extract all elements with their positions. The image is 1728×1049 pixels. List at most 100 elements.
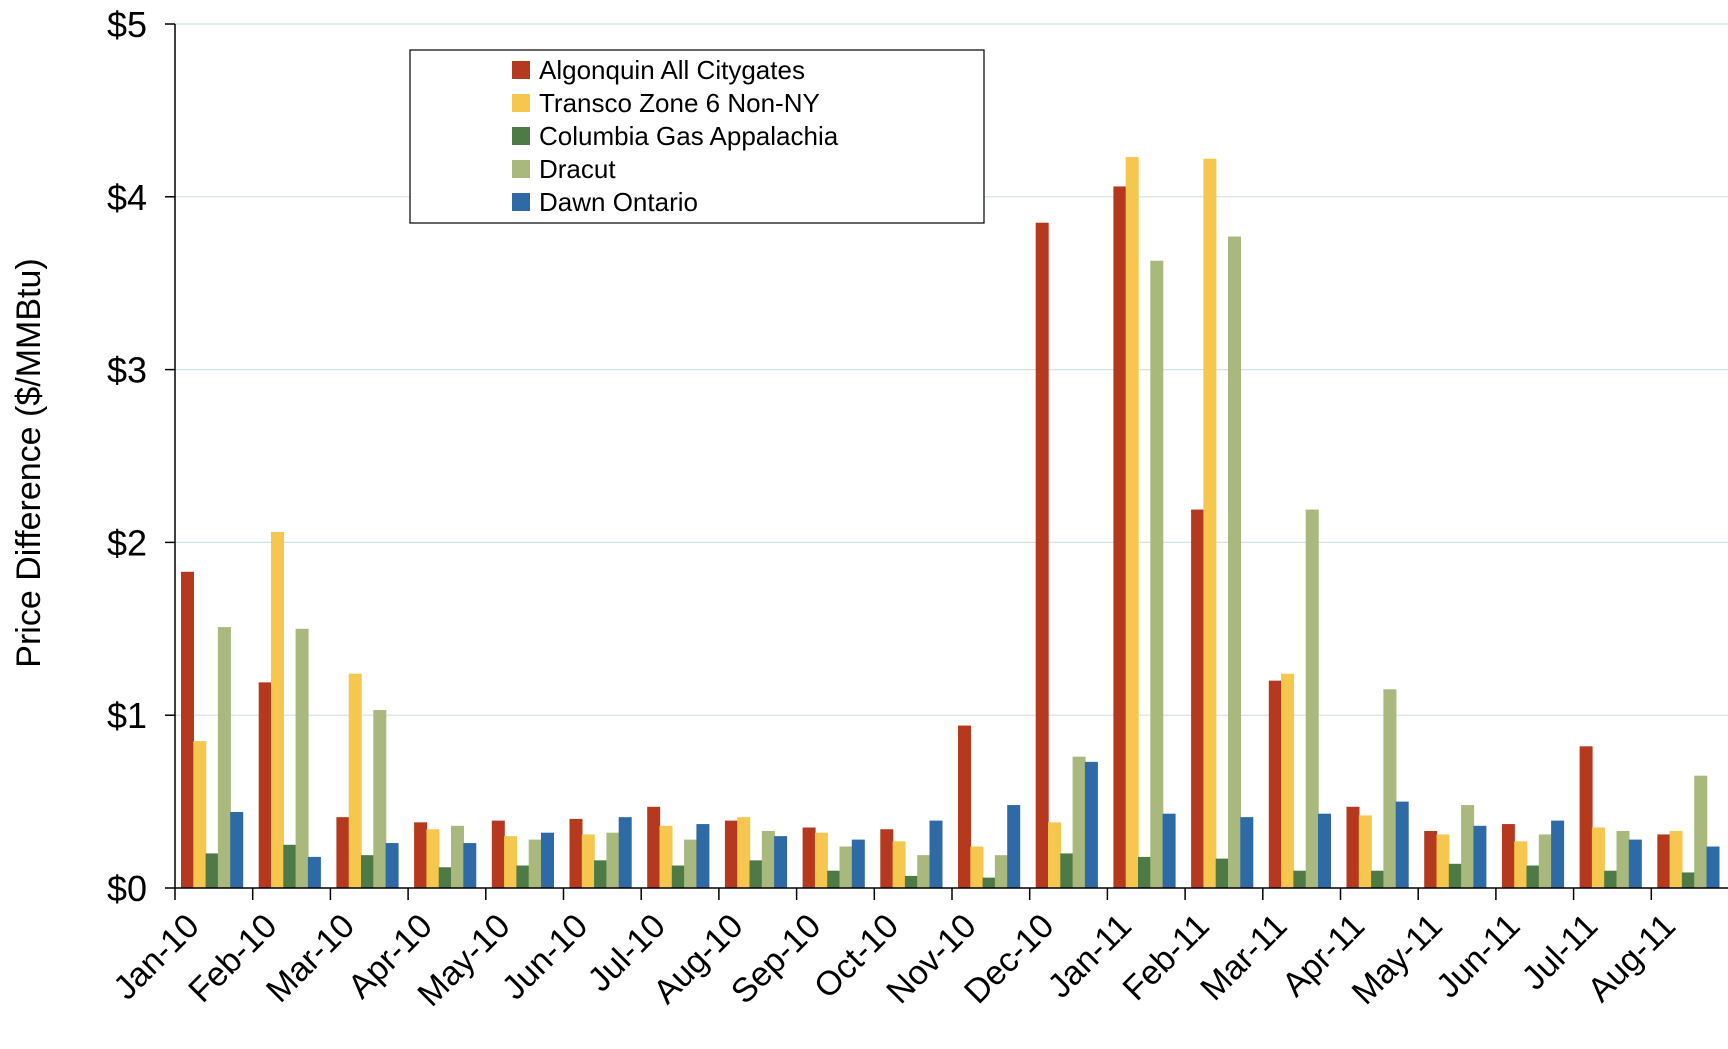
bar-11-4	[994, 855, 1008, 888]
bar-7-4	[684, 839, 698, 888]
bar-13-2	[1125, 157, 1139, 888]
bar-1-2	[193, 741, 207, 888]
x-tick-label: Aug-11	[1580, 907, 1683, 1010]
bar-4-5	[463, 843, 477, 888]
bar-16-2	[1358, 815, 1372, 888]
bar-14-5	[1240, 817, 1254, 888]
bar-4-3	[438, 867, 452, 888]
y-tick-label: $0	[107, 868, 147, 909]
bar-13-3	[1138, 856, 1151, 888]
bar-10-1	[880, 829, 894, 888]
bar-19-1	[1579, 746, 1593, 888]
bar-20-5	[1706, 846, 1720, 888]
bar-12-3	[1060, 853, 1074, 888]
bar-5-2	[504, 836, 518, 888]
bar-9-3	[827, 870, 841, 888]
y-tick-label: $5	[107, 4, 147, 45]
legend-label-5: Dawn Ontario	[539, 187, 698, 217]
bar-12-2	[1048, 822, 1061, 888]
x-tick-labels: Jan-10Feb-10Mar-10Apr-10May-10Jun-10Jul-…	[106, 907, 1683, 1014]
bar-12-1	[1035, 222, 1049, 889]
legend-swatch-4	[512, 160, 530, 178]
bar-6-3	[594, 860, 608, 888]
bar-10-2	[892, 841, 906, 888]
bar-17-1	[1424, 830, 1438, 888]
legend-label-3: Columbia Gas Appalachia	[539, 121, 839, 151]
bar-16-5	[1395, 801, 1409, 888]
legend-label-2: Transco Zone 6 Non-NY	[539, 88, 820, 118]
bar-6-5	[618, 817, 632, 888]
bar-9-1	[802, 827, 816, 888]
bar-15-1	[1268, 680, 1282, 888]
bar-8-3	[749, 860, 763, 888]
bar-9-5	[851, 839, 865, 888]
bar-2-3	[283, 844, 297, 888]
x-tick-label: Feb-11	[1116, 907, 1217, 1008]
x-tick-label: Mar-10	[259, 907, 362, 1010]
bar-20-1	[1657, 834, 1671, 888]
bar-7-2	[659, 825, 673, 888]
bar-19-2	[1591, 827, 1605, 888]
x-tick-label: Jun-11	[1429, 907, 1528, 1006]
axes	[165, 23, 1728, 900]
bar-11-5	[1007, 805, 1021, 888]
bar-3-2	[348, 673, 362, 888]
x-tick-label: Dec-10	[957, 907, 1061, 1011]
bar-9-4	[839, 846, 853, 888]
bar-3-3	[361, 855, 374, 888]
x-tick-label: Jun-10	[495, 907, 595, 1007]
bar-5-5	[541, 832, 554, 888]
bar-9-2	[814, 832, 828, 888]
bar-13-4	[1150, 260, 1164, 889]
bar-10-5	[929, 820, 943, 888]
bar-5-3	[516, 865, 530, 888]
bar-15-2	[1281, 673, 1295, 888]
legend-swatch-3	[512, 127, 530, 145]
bar-4-1	[414, 822, 428, 888]
legend-swatch-2	[512, 94, 530, 112]
bar-4-2	[426, 829, 440, 888]
bar-3-4	[373, 710, 387, 888]
bar-11-1	[958, 725, 971, 888]
bar-15-3	[1293, 870, 1307, 888]
bar-20-2	[1669, 830, 1683, 888]
bar-14-1	[1191, 509, 1205, 888]
bar-10-4	[917, 855, 931, 888]
bar-6-2	[581, 834, 595, 888]
bar-19-4	[1616, 830, 1630, 888]
bar-15-5	[1318, 813, 1331, 888]
bar-2-1	[258, 682, 272, 888]
bar-18-3	[1526, 865, 1540, 888]
bar-8-1	[724, 820, 738, 888]
bar-3-1	[336, 817, 350, 888]
bar-14-3	[1215, 858, 1229, 888]
y-tick-label: $1	[107, 695, 147, 736]
bar-5-1	[491, 820, 505, 888]
bar-1-3	[205, 853, 219, 888]
bar-17-4	[1461, 805, 1475, 888]
legend-box	[409, 49, 985, 224]
bar-8-5	[774, 836, 788, 888]
bar-18-2	[1514, 841, 1528, 888]
bar-6-4	[606, 832, 620, 888]
legend-swatch-1	[512, 61, 530, 79]
legend-label-4: Dracut	[539, 154, 616, 184]
bar-19-5	[1628, 839, 1642, 888]
bar-7-5	[696, 824, 710, 888]
bar-18-5	[1551, 820, 1565, 888]
bar-2-5	[307, 856, 321, 888]
bar-11-3	[982, 877, 996, 888]
bar-1-4	[217, 627, 231, 888]
bar-2-4	[295, 628, 309, 888]
bar-17-5	[1473, 825, 1487, 888]
y-tick-label: $3	[107, 350, 147, 391]
bar-17-3	[1448, 863, 1462, 888]
bar-4-4	[451, 825, 464, 888]
y-tick-label: $4	[107, 177, 147, 218]
y-axis-title: Price Difference ($/MMBtu)	[10, 258, 48, 667]
x-tick-label: Feb-10	[181, 907, 284, 1010]
bar-7-3	[671, 865, 685, 888]
bar-6-1	[569, 818, 583, 888]
